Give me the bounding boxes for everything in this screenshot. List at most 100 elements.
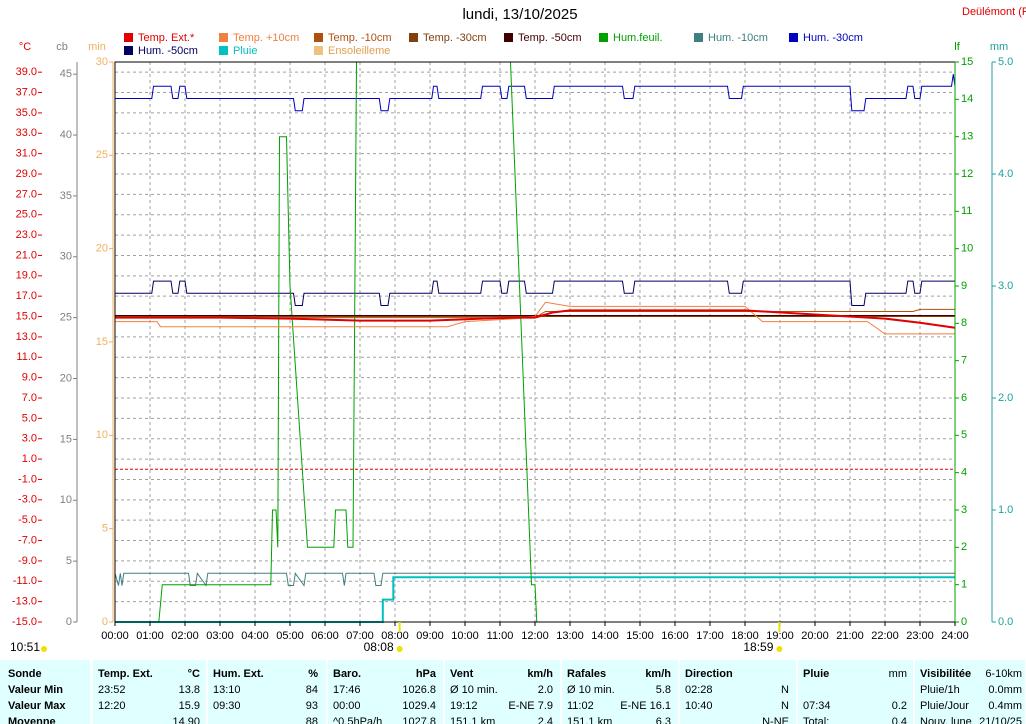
stats-cell: 10:40: [685, 700, 713, 712]
legend-label: Temp. -50cm: [518, 32, 582, 44]
chart-title: lundi, 13/10/2025: [462, 6, 577, 23]
y-tick-label: 2: [961, 541, 967, 553]
stats-cell: Direction: [685, 668, 733, 680]
x-tick-label: 11:00: [487, 630, 514, 642]
stats-cell: 1029.4: [402, 700, 436, 712]
stats-cell-bg: [328, 660, 443, 724]
x-tick-label: 01:00: [136, 630, 164, 642]
y-tick-label: -7.0: [18, 534, 37, 546]
stats-cell: Vent: [450, 668, 474, 680]
y-tick-label: 13.0: [16, 331, 37, 343]
stats-cell: 0.4mm: [988, 700, 1022, 712]
x-tick-label: 24:00: [941, 630, 969, 642]
legend-swatch: [504, 33, 513, 42]
x-tick-label: 10:00: [451, 630, 479, 642]
y-tick-label: 20: [96, 243, 108, 255]
stats-row-label: Sonde: [8, 668, 42, 680]
legend-swatch: [694, 33, 703, 42]
y-tick-label: 19.0: [16, 270, 37, 282]
stats-cell: E-NE 7.9: [508, 700, 553, 712]
stats-row-label: Moyenne: [8, 716, 56, 724]
y-tick-label: 40: [60, 129, 72, 141]
stats-cell: 5.8: [656, 684, 671, 696]
y-tick-label: 39.0: [16, 66, 37, 78]
y-tick-label: 4.0: [998, 168, 1013, 180]
x-tick-label: 13:00: [556, 630, 584, 642]
y-tick-label: 3.0: [998, 280, 1013, 292]
stats-cell: 02:28: [685, 684, 713, 696]
y-tick-label: 12: [961, 168, 973, 180]
y-tick-label: 23.0: [16, 229, 37, 241]
y-tick-label: 1.0: [998, 504, 1013, 516]
sun-label: 18:59: [743, 640, 773, 654]
stats-cell: Pluie/1h: [920, 684, 960, 696]
legend-swatch: [314, 33, 323, 42]
y-tick-label: 5.0: [22, 412, 37, 424]
y-tick-label: 25: [60, 312, 72, 324]
legend-label: Temp. Ext.*: [138, 32, 195, 44]
x-tick-label: 12:00: [521, 630, 549, 642]
stats-cell: km/h: [527, 668, 553, 680]
stats-cell-bg: [798, 660, 913, 724]
x-tick-label: 05:00: [276, 630, 304, 642]
stats-cell: km/h: [645, 668, 671, 680]
stats-cell: hPa: [416, 668, 437, 680]
stats-cell: E-NE 16.1: [620, 700, 671, 712]
stats-cell: Ø 10 min.: [450, 684, 498, 696]
x-tick-label: 04:00: [241, 630, 269, 642]
legend-swatch: [219, 46, 228, 55]
legend-label: Hum. -50cm: [138, 45, 198, 57]
series-line: [115, 309, 956, 329]
y-tick-label: 0: [66, 616, 72, 628]
stats-cell: Total:: [803, 716, 829, 724]
axis-label: cb: [56, 41, 68, 53]
legend-label: Temp. -10cm: [328, 32, 392, 44]
y-tick-label: 37.0: [16, 86, 37, 98]
day-length: 10:51: [10, 640, 40, 654]
y-tick-label: 21.0: [16, 249, 37, 261]
y-tick-label: 4: [961, 467, 967, 479]
y-tick-label: 13: [961, 131, 973, 143]
sun-label: 08:08: [364, 640, 394, 654]
stats-cell: 6.3: [656, 716, 671, 724]
stats-cell: Pluie/Jour: [920, 700, 969, 712]
y-tick-label: 11.0: [16, 351, 37, 363]
y-tick-label: 5: [66, 555, 72, 567]
y-tick-label: 20: [60, 372, 72, 384]
x-tick-label: 21:00: [836, 630, 864, 642]
y-tick-label: 0.0: [998, 616, 1013, 628]
stats-table: Sonde Temp. Ext. °C Hum. Ext.% Baro. hPa Vent k…: [0, 660, 1026, 724]
stats-cell: Pluie: [803, 668, 829, 680]
stats-cell: 23:52: [98, 684, 126, 696]
y-tick-label: 25: [96, 149, 108, 161]
chart: lundi, 13/10/2025 Deülémont (F) - 16r 10…: [10, 6, 1026, 654]
stats-cell: 14.90: [172, 716, 200, 724]
y-tick-label: 0: [961, 616, 967, 628]
y-tick-label: 15: [961, 56, 973, 68]
x-tick-label: 14:00: [591, 630, 619, 642]
y-tick-label: 10: [60, 494, 72, 506]
stats-cell: Visibilitée: [920, 668, 971, 680]
stats-cell: 84: [306, 684, 318, 696]
stats-cell-bg: [562, 660, 678, 724]
axis-label: mm: [990, 41, 1008, 53]
y-tick-label: 11: [961, 205, 972, 217]
y-tick-label: 15: [60, 433, 72, 445]
x-tick-label: 18:00: [731, 630, 759, 642]
legend-label: Ensoleilleme: [328, 45, 390, 57]
y-tick-label: 30: [96, 56, 108, 68]
stats-cell: 1026.8: [402, 684, 436, 696]
legend-label: Temp. +10cm: [233, 32, 299, 44]
stats-cell: Ø 10 min.: [567, 684, 615, 696]
stats-cell: °C: [188, 668, 200, 680]
stats-cell: 6-10km: [985, 668, 1022, 680]
stats-cell: 00:00: [333, 700, 361, 712]
y-tick-label: 15.0: [16, 310, 37, 322]
day-length-marker: [41, 646, 47, 652]
y-tick-label: 15: [96, 336, 108, 348]
stats-grid: Sonde Temp. Ext. °C Hum. Ext.% Baro. hPa Vent k…: [0, 660, 1025, 724]
stats-cell: 09:30: [213, 700, 241, 712]
stats-cell: ^0.5hPa/h: [333, 716, 382, 724]
y-tick-label: 31.0: [16, 148, 37, 160]
x-tick-label: 08:00: [381, 630, 409, 642]
